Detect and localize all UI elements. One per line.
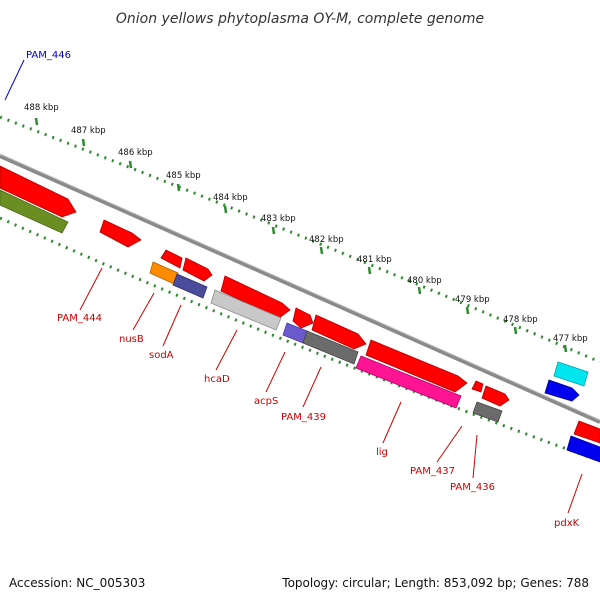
genes xyxy=(0,165,600,463)
genome-backbone xyxy=(0,154,600,424)
gene-lig-red[interactable] xyxy=(365,339,468,393)
accession-text: Accession: NC_005303 xyxy=(9,576,145,590)
leader-pdxK xyxy=(567,473,583,514)
kbp-label: 484 kbp xyxy=(213,193,248,203)
genome-summary-text: Topology: circular; Length: 853,092 bp; … xyxy=(281,576,589,590)
leader-acpS xyxy=(265,351,286,393)
gene-slate[interactable] xyxy=(172,273,208,299)
gene-label-acpS[interactable]: acpS xyxy=(254,396,278,407)
gene-nusB-area[interactable] xyxy=(160,249,183,269)
leader-pam439 xyxy=(302,366,322,408)
gene-blue-right[interactable] xyxy=(544,379,580,402)
kbp-major-tick xyxy=(128,160,133,169)
gene-red-small[interactable] xyxy=(182,257,213,282)
gene-label-nusB[interactable]: nusB xyxy=(119,334,144,345)
gene-label-lig[interactable]: lig xyxy=(376,447,388,458)
scale-track: 488 kbp 487 kbp 486 kbp 485 kbp 484 kbp 483 k… xyxy=(0,103,600,364)
gene-cyan[interactable] xyxy=(553,361,589,387)
kbp-major-tick xyxy=(367,266,372,275)
kbp-label: 488 kbp xyxy=(24,103,59,113)
kbp-label: 478 kbp xyxy=(503,315,538,325)
kbp-label: 479 kbp xyxy=(455,295,490,305)
gene-orange[interactable] xyxy=(149,261,179,285)
kbp-major-tick xyxy=(563,344,568,353)
gene-pam436-gray[interactable] xyxy=(472,401,503,423)
gene-label-group: PAM_446 PAM_444 nusB sodA hcaD acpS PAM_… xyxy=(26,50,580,529)
leader-hcaD xyxy=(215,329,238,371)
gene-label-pam436[interactable]: PAM_436 xyxy=(450,482,495,493)
kbp-major-tick xyxy=(223,205,228,214)
kbp-major-tick xyxy=(319,246,324,255)
leader-lig xyxy=(382,401,402,444)
kbp-labels: 488 kbp 487 kbp 486 kbp 485 kbp 484 kbp 483 k… xyxy=(24,103,588,353)
gene-label-pam446[interactable]: PAM_446 xyxy=(26,50,71,61)
leader-pam446 xyxy=(4,59,25,101)
gene-darkgray-pam439[interactable] xyxy=(302,330,359,365)
kbp-label: 477 kbp xyxy=(553,334,588,344)
gene-label-pam444[interactable]: PAM_444 xyxy=(57,313,102,324)
kbp-label: 486 kbp xyxy=(118,148,153,158)
kbp-label: 483 kbp xyxy=(261,214,296,224)
gene-label-pam439[interactable]: PAM_439 xyxy=(281,412,326,423)
gene-pdxK[interactable] xyxy=(566,435,600,463)
kbp-major-tick xyxy=(465,306,470,315)
gene-label-pam437[interactable]: PAM_437 xyxy=(410,466,455,477)
gene-pink[interactable] xyxy=(355,355,462,409)
kbp-major-tick xyxy=(271,226,276,235)
kbp-major-tick xyxy=(417,286,422,295)
kbp-label: 482 kbp xyxy=(309,235,344,245)
kbp-major-tick xyxy=(34,117,39,126)
kbp-label: 487 kbp xyxy=(71,126,106,136)
gene-red-mid[interactable] xyxy=(311,314,367,350)
kbp-label: 485 kbp xyxy=(166,171,201,181)
kbp-label: 480 kbp xyxy=(407,276,442,286)
genome-backbone-highlight xyxy=(0,153,600,421)
leader-nusB xyxy=(132,292,155,331)
leader-pam436 xyxy=(472,434,478,479)
gene-label-hcaD[interactable]: hcaD xyxy=(204,374,230,385)
gene-lightgray[interactable] xyxy=(210,289,282,331)
gene-pam444[interactable] xyxy=(99,219,142,248)
gene-pam437-red[interactable] xyxy=(471,380,484,393)
leader-pam437 xyxy=(436,425,463,463)
gene-label-sodA[interactable]: sodA xyxy=(149,350,174,361)
kbp-label: 481 kbp xyxy=(357,255,392,265)
gene-pam436-red[interactable] xyxy=(481,385,510,407)
leader-sodA xyxy=(162,304,182,347)
gene-olive[interactable] xyxy=(0,189,69,234)
gene-acpS-red[interactable] xyxy=(292,307,314,329)
label-leaders xyxy=(4,59,583,514)
gene-red-left[interactable] xyxy=(0,165,77,218)
kbp-major-tick xyxy=(176,183,181,192)
kbp-major-tick xyxy=(81,138,86,147)
gene-label-pdxK[interactable]: pdxK xyxy=(554,518,580,529)
gene-hcaD-red[interactable] xyxy=(220,275,291,319)
gene-red-right[interactable] xyxy=(573,420,600,444)
leader-pam444 xyxy=(79,267,103,311)
map-title: Onion yellows phytoplasma OY-M, complete… xyxy=(116,11,484,27)
kbp-major-tick xyxy=(513,326,518,335)
